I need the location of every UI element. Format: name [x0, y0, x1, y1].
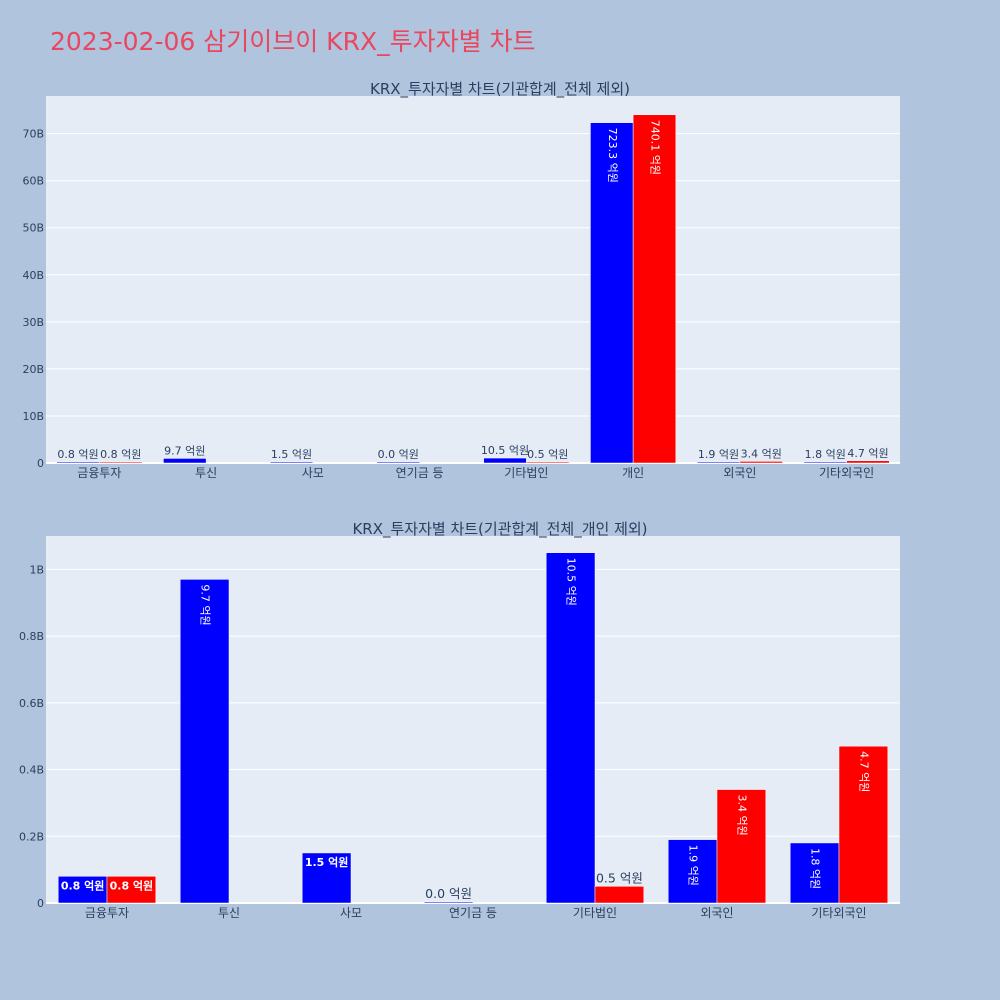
- bar-value-label: 0.8 억원: [57, 448, 98, 461]
- bar-value-label: 0.0 억원: [425, 886, 472, 901]
- chart-title: KRX_투자자별 차트(기관합계_전체 제외): [370, 80, 630, 99]
- x-tick-label: 사모: [302, 466, 324, 480]
- y-tick-label: 0: [37, 457, 44, 470]
- y-tick-label: 0: [37, 897, 44, 910]
- bar-red: [526, 461, 570, 464]
- bar-red: [838, 745, 889, 904]
- bar-value-label: 1.5 억원: [271, 448, 312, 461]
- bar-blue: [56, 461, 100, 464]
- y-tick-label: 0.6B: [19, 697, 44, 710]
- bar-blue: [301, 852, 352, 904]
- bar-value-label: 1.9 억원: [687, 845, 700, 886]
- bar-value-label: 4.7 억원: [857, 751, 870, 792]
- bar-blue: [483, 457, 527, 464]
- plot-area-1: [46, 96, 900, 463]
- bar-value-label: 0.5 억원: [596, 870, 643, 885]
- bar-value-label: 723.3 억원: [606, 128, 619, 183]
- bar-red: [716, 789, 767, 904]
- bar-value-label: 3.4 억원: [741, 447, 782, 460]
- x-tick-label: 연기금 등: [396, 466, 444, 480]
- x-tick-label: 금융투자: [77, 466, 121, 480]
- x-tick-label: 개인: [622, 466, 644, 480]
- bar-value-label: 740.1 억원: [648, 120, 661, 175]
- bar-red: [632, 114, 677, 464]
- x-tick-label: 기타법인: [573, 906, 617, 920]
- y-tick-label: 40B: [22, 269, 44, 282]
- y-tick-label: 0.2B: [19, 830, 44, 843]
- bar-value-label: 1.9 억원: [698, 448, 739, 461]
- bar-value-label: 10.5 억원: [481, 444, 529, 457]
- x-tick-label: 투신: [195, 466, 217, 480]
- x-tick-label: 기타외국인: [811, 906, 866, 920]
- x-tick-label: 연기금 등: [449, 906, 497, 920]
- x-tick-label: 사모: [340, 906, 362, 920]
- bar-red: [846, 460, 890, 464]
- x-tick-label: 외국인: [700, 906, 733, 920]
- bar-value-label: 4.7 억원: [847, 447, 888, 460]
- y-tick-label: 20B: [22, 363, 44, 376]
- y-tick-label: 50B: [22, 222, 44, 235]
- bar-value-label: 0.5 억원: [527, 448, 568, 461]
- x-tick-label: 외국인: [723, 466, 756, 480]
- bar-value-label: 3.4 억원: [735, 795, 748, 836]
- bar-blue: [590, 122, 634, 464]
- y-tick-label: 1B: [29, 563, 44, 576]
- bar-value-label: 0.8 억원: [100, 448, 141, 461]
- y-tick-label: 30B: [22, 316, 44, 329]
- bar-value-label: 10.5 억원: [565, 558, 578, 606]
- y-tick-label: 70B: [22, 128, 44, 141]
- bar-value-label: 1.5 억원: [305, 855, 349, 869]
- x-tick-label: 금융투자: [85, 906, 129, 920]
- y-tick-label: 10B: [22, 410, 44, 423]
- bar-value-label: 9.7 억원: [164, 444, 205, 457]
- y-tick-label: 0.4B: [19, 764, 44, 777]
- bar-blue: [376, 461, 420, 464]
- x-tick-label: 기타외국인: [819, 466, 874, 480]
- bar-red: [106, 876, 157, 904]
- bar-value-label: 0.8 억원: [61, 878, 105, 892]
- bar-blue: [803, 461, 847, 464]
- bar-blue: [423, 901, 474, 904]
- bar-red: [594, 886, 645, 904]
- y-tick-label: 0.8B: [19, 630, 44, 643]
- bar-blue: [696, 461, 741, 464]
- bar-value-label: 0.0 억원: [378, 448, 419, 461]
- bar-red: [739, 461, 783, 464]
- bar-blue: [163, 458, 207, 464]
- x-tick-label: 투신: [218, 906, 240, 920]
- bar-blue: [57, 876, 108, 904]
- page-title: 2023-02-06 삼기이브이 KRX_투자자별 차트: [50, 27, 536, 56]
- bar-value-label: 0.8 억원: [110, 878, 154, 892]
- bar-red: [99, 461, 143, 464]
- bar-blue: [179, 579, 230, 904]
- bar-value-label: 9.7 억원: [199, 584, 212, 625]
- bar-blue: [269, 461, 314, 464]
- plot-area-2: [46, 536, 900, 903]
- y-tick-label: 60B: [22, 175, 44, 188]
- bar-blue: [789, 842, 840, 904]
- x-tick-label: 기타법인: [504, 466, 548, 480]
- bar-blue: [545, 552, 596, 904]
- bar-blue: [667, 839, 718, 904]
- chart-title: KRX_투자자별 차트(기관합계_전체_개인 제외): [352, 520, 647, 539]
- bar-value-label: 1.8 억원: [809, 848, 822, 889]
- bar-value-label: 1.8 억원: [805, 448, 846, 461]
